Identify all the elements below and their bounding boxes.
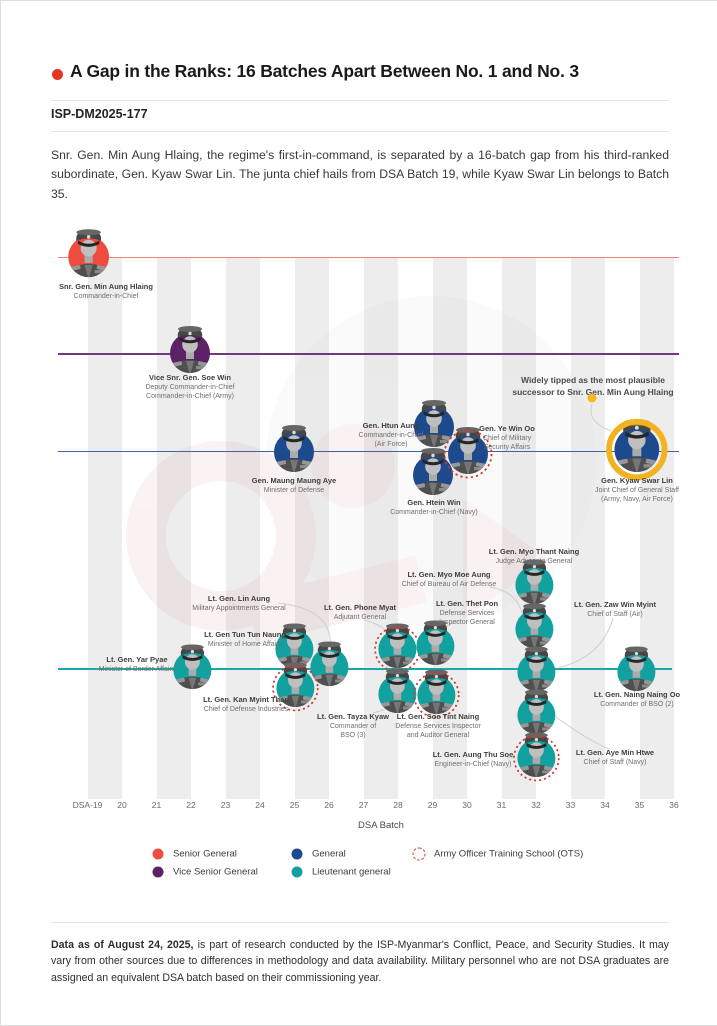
- axis-tick-30: 30: [462, 800, 472, 810]
- officer-zaw-win-myint: [506, 636, 567, 706]
- axis-tick-22: 22: [186, 800, 196, 810]
- officer-ye-win-oo: [436, 416, 500, 489]
- axis-tick-24: 24: [255, 800, 265, 810]
- axis-tick-29: 29: [427, 800, 438, 810]
- axis-tick-21: 21: [151, 800, 162, 810]
- page-title: A Gap in the Ranks: 16 Batches Apart Bet…: [70, 61, 579, 81]
- officer-label-lin-aung: Lt. Gen. Lin Aung Military Appointments G…: [192, 594, 286, 612]
- axis-tick-27: 27: [358, 800, 369, 810]
- officer-soe-tint-naing: [406, 659, 467, 729]
- divider: [51, 131, 669, 132]
- officer-thet-pon: [405, 610, 466, 680]
- officer-tayza-kyaw: [367, 658, 428, 728]
- legend-general-icon: [291, 848, 303, 860]
- officer-naing-naing-oo: [606, 636, 667, 706]
- officer-label-kyaw-swar-lin: Gen. Kyaw Swar Lin Joint Chief of General…: [595, 476, 679, 504]
- officer-label-aung-thu-soe: Lt. Gen. Aung Thu Soe Engineer-in-Chief (…: [432, 750, 514, 768]
- axis-tick-34: 34: [600, 800, 610, 810]
- background-stripe: [640, 257, 674, 799]
- officer-label-htun-aung: Gen. Htun Aung Commander-in-Chief (Air For…: [358, 421, 424, 449]
- officer-label-phone-myat: Lt. Gen. Phone Myat Adjutant General: [323, 603, 397, 621]
- officer-label-yar-pyae: Lt. Gen. Yar Pyae Minister of Border Affa…: [98, 655, 176, 673]
- axis-tick-36: 36: [669, 800, 679, 810]
- officer-htun-aung: [402, 389, 466, 462]
- axis-tick-25: 25: [289, 800, 300, 810]
- officer-label-min-aung-hlaing: Snr. Gen. Min Aung Hlaing Commander-in-Ch…: [59, 282, 153, 300]
- officer-label-naing-naing-oo: Lt. Gen. Naing Naing Oo Commander of BSO …: [593, 690, 681, 708]
- axis-tick-31: 31: [496, 800, 507, 810]
- officer-label-maung-maung-aye: Gen. Maung Maung Aye Minister of Defense: [251, 476, 337, 494]
- officer-kan-myint-than: [265, 652, 326, 722]
- rank-line-general: [58, 450, 679, 453]
- legend-lieutenant-general-icon: [291, 866, 303, 878]
- officer-myo-moe-aung: [504, 593, 565, 663]
- officer-label-soe-win: Vice Snr. Gen. Soe Win Deputy Commander-i…: [145, 373, 235, 401]
- divider: [51, 100, 669, 101]
- officer-aye-min-htwe: [506, 679, 567, 749]
- legend-senior-general-label: Senior General: [173, 848, 237, 860]
- officer-label-ye-win-oo: Gen. Ye Win Oo Chief of Military Security …: [479, 424, 535, 452]
- legend-general-label: General: [312, 848, 346, 860]
- officer-htein-win: [401, 437, 465, 510]
- legend-ots-icon: [412, 847, 426, 861]
- officer-tun-tun-naung: [264, 613, 325, 683]
- successor-annotation: Widely tipped as the most plausible succ…: [512, 375, 674, 397]
- background-stripe: [571, 257, 605, 799]
- officer-label-myo-moe-aung: Lt. Gen. Myo Moe Aung Chief of Bureau of …: [401, 570, 497, 588]
- officer-yar-pyae: [162, 634, 223, 704]
- background-stripe: [295, 257, 329, 799]
- intro-paragraph: Snr. Gen. Min Aung Hlaing, the regime's …: [51, 148, 669, 201]
- axis-tick-33: 33: [565, 800, 576, 810]
- legend-ots-label: Army Officer Training School (OTS): [434, 848, 584, 860]
- officer-min-aung-hlaing: [56, 218, 121, 292]
- rank-line-ltgen: [58, 668, 672, 670]
- officer-lin-aung: [299, 631, 360, 701]
- x-axis-title: DSA Batch: [358, 820, 404, 831]
- background-stripe: [88, 257, 122, 799]
- legend-vice-senior-general-icon: [152, 866, 164, 878]
- axis-tick-DSA-19: DSA-19: [72, 800, 103, 810]
- officer-label-soe-tint-naing: Lt. Gen. Soe Tint Naing Defense Services …: [395, 712, 481, 740]
- footnote: Data as of August 24, 2025, is part of r…: [51, 939, 669, 984]
- officer-aung-thu-soe: [506, 722, 567, 792]
- officer-label-tayza-kyaw: Lt. Gen. Tayza Kyaw Commander of BSO (3): [317, 712, 389, 740]
- officer-soe-win: [158, 315, 222, 388]
- officer-myo-thant-naing: [504, 549, 565, 619]
- officer-label-kan-myint-than: Lt. Gen. Kan Myint Than Chief of Defense …: [203, 695, 289, 713]
- officer-kyaw-swar-lin: [601, 407, 673, 488]
- officer-label-htein-win: Gen. Htein Win Commander-in-Chief (Navy): [390, 498, 478, 516]
- axis-tick-28: 28: [393, 800, 403, 810]
- legend-senior-general-icon: [152, 848, 164, 860]
- document-id: ISP-DM2025-177: [51, 107, 148, 121]
- axis-tick-23: 23: [220, 800, 231, 810]
- background-stripe: [226, 257, 260, 799]
- officer-label-thet-pon: Lt. Gen. Thet Pon Defense Services Inspect…: [435, 599, 499, 627]
- officer-maung-maung-aye: [262, 414, 326, 487]
- rank-line-senior: [58, 256, 679, 259]
- officer-label-aye-min-htwe: Lt. Gen. Aye Min Htwe Chief of Staff (Nav…: [575, 748, 655, 766]
- title-bullet-icon: [52, 69, 63, 80]
- legend-lieutenant-general-label: Lieutenant general: [312, 866, 391, 878]
- axis-tick-20: 20: [117, 800, 127, 810]
- axis-tick-26: 26: [324, 800, 334, 810]
- axis-tick-32: 32: [531, 800, 541, 810]
- officer-label-myo-thant-naing: Lt. Gen. Myo Thant Naing Judge Advocate G…: [488, 547, 580, 565]
- officer-label-zaw-win-myint: Lt. Gen. Zaw Win Myint Chief of Staff (Ai…: [573, 600, 657, 618]
- officer-label-tun-tun-naung: Lt. Gen Tun Tun Naung Minister of Home Af…: [204, 630, 286, 648]
- divider: [51, 922, 669, 923]
- axis-tick-35: 35: [634, 800, 645, 810]
- rank-line-vice: [58, 353, 679, 355]
- legend-vice-senior-general-label: Vice Senior General: [173, 866, 258, 878]
- annotation-dot-icon: [587, 393, 597, 403]
